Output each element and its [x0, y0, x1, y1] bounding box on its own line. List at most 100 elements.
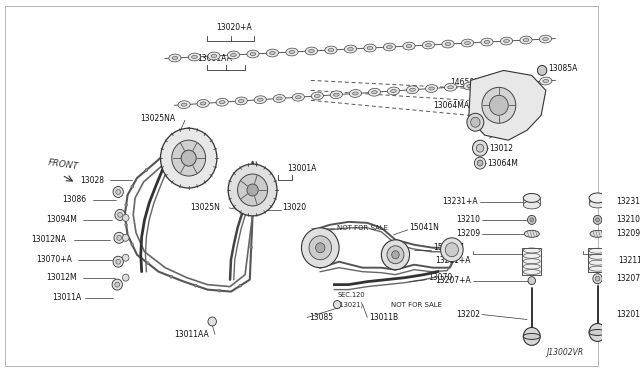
Ellipse shape	[276, 97, 282, 100]
Ellipse shape	[540, 35, 552, 43]
Ellipse shape	[353, 92, 358, 95]
Circle shape	[239, 284, 242, 287]
Ellipse shape	[372, 91, 377, 94]
Circle shape	[180, 135, 183, 138]
Ellipse shape	[238, 99, 244, 102]
Circle shape	[467, 113, 484, 131]
Text: 13085A: 13085A	[548, 64, 577, 73]
Text: J13002VR: J13002VR	[547, 348, 584, 357]
Circle shape	[164, 152, 166, 155]
Ellipse shape	[308, 49, 314, 52]
Circle shape	[477, 160, 483, 166]
Circle shape	[125, 203, 127, 206]
Text: 13211+A: 13211+A	[435, 256, 470, 265]
Text: NOT FOR SALE: NOT FOR SALE	[391, 302, 442, 308]
Circle shape	[482, 87, 516, 123]
Ellipse shape	[486, 83, 492, 86]
Ellipse shape	[484, 41, 490, 44]
Circle shape	[228, 164, 277, 216]
Circle shape	[528, 277, 536, 285]
Circle shape	[116, 189, 120, 195]
Circle shape	[472, 140, 488, 156]
Ellipse shape	[589, 200, 606, 208]
Circle shape	[113, 186, 124, 198]
Circle shape	[122, 234, 129, 241]
Ellipse shape	[211, 54, 217, 58]
Circle shape	[115, 282, 120, 287]
Circle shape	[596, 218, 600, 222]
Circle shape	[474, 157, 486, 169]
Ellipse shape	[325, 46, 337, 54]
Circle shape	[237, 174, 268, 206]
Ellipse shape	[504, 39, 509, 42]
Ellipse shape	[216, 98, 228, 106]
Ellipse shape	[200, 102, 206, 105]
Circle shape	[170, 275, 173, 278]
Ellipse shape	[426, 84, 438, 92]
Text: 13001AA: 13001AA	[198, 54, 232, 63]
Text: FRONT: FRONT	[48, 158, 79, 171]
Circle shape	[122, 254, 129, 261]
Ellipse shape	[520, 78, 533, 86]
Circle shape	[147, 262, 149, 265]
Text: 15041N: 15041N	[410, 223, 440, 232]
Ellipse shape	[448, 86, 453, 89]
Circle shape	[589, 324, 606, 341]
Ellipse shape	[247, 50, 259, 58]
Text: 13085: 13085	[309, 313, 333, 322]
Text: 13202: 13202	[456, 310, 480, 319]
Ellipse shape	[524, 230, 540, 237]
Ellipse shape	[429, 87, 435, 90]
Ellipse shape	[254, 96, 266, 103]
Ellipse shape	[445, 42, 451, 45]
Ellipse shape	[296, 96, 301, 99]
Ellipse shape	[543, 38, 548, 41]
Circle shape	[524, 327, 540, 346]
Ellipse shape	[500, 37, 513, 45]
Ellipse shape	[188, 53, 200, 61]
Ellipse shape	[172, 57, 178, 60]
Circle shape	[218, 289, 221, 292]
Circle shape	[470, 117, 480, 127]
Ellipse shape	[383, 43, 396, 51]
Text: 13207+A: 13207+A	[435, 276, 470, 285]
Ellipse shape	[524, 193, 540, 202]
Ellipse shape	[367, 46, 372, 49]
Text: 13207: 13207	[616, 274, 640, 283]
Ellipse shape	[191, 55, 197, 58]
Ellipse shape	[524, 201, 540, 209]
Ellipse shape	[328, 48, 334, 51]
Ellipse shape	[524, 81, 529, 84]
Text: 13012NA: 13012NA	[31, 235, 66, 244]
Circle shape	[440, 238, 463, 262]
Ellipse shape	[465, 42, 470, 45]
Ellipse shape	[422, 41, 435, 49]
Text: 15043M: 15043M	[433, 243, 464, 252]
Circle shape	[247, 184, 258, 196]
Ellipse shape	[467, 84, 472, 87]
Text: 13086: 13086	[62, 195, 86, 205]
Bar	[588, 248, 607, 272]
Text: 13011B: 13011B	[369, 313, 398, 322]
Polygon shape	[468, 70, 546, 140]
Ellipse shape	[403, 42, 415, 50]
Text: 13094M: 13094M	[46, 215, 77, 224]
Circle shape	[118, 212, 122, 217]
Ellipse shape	[181, 103, 187, 106]
Circle shape	[172, 140, 205, 176]
Ellipse shape	[169, 54, 181, 62]
Circle shape	[538, 65, 547, 76]
Ellipse shape	[524, 333, 540, 339]
Circle shape	[316, 243, 325, 253]
Ellipse shape	[220, 101, 225, 104]
Ellipse shape	[406, 86, 419, 94]
Text: (13021): (13021)	[337, 301, 364, 308]
Circle shape	[125, 223, 127, 226]
Circle shape	[595, 276, 600, 281]
Text: 13025NA: 13025NA	[140, 114, 175, 123]
Ellipse shape	[543, 80, 548, 83]
Ellipse shape	[292, 93, 305, 101]
Ellipse shape	[520, 36, 532, 44]
Ellipse shape	[227, 51, 239, 59]
Ellipse shape	[589, 330, 606, 336]
